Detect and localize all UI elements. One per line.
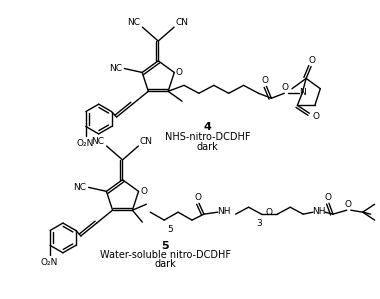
Text: NC: NC xyxy=(127,18,140,27)
Text: NHS-nitro-DCDHF: NHS-nitro-DCDHF xyxy=(165,132,251,142)
Text: O₂N: O₂N xyxy=(40,258,58,267)
Text: 5: 5 xyxy=(162,241,169,251)
Text: O: O xyxy=(140,187,147,196)
Text: O: O xyxy=(262,76,269,85)
Text: dark: dark xyxy=(154,259,176,269)
Text: O: O xyxy=(176,68,183,77)
Text: NC: NC xyxy=(91,137,104,146)
Text: O: O xyxy=(282,83,289,92)
Text: NC: NC xyxy=(73,183,86,192)
Text: O: O xyxy=(313,112,320,121)
Text: CN: CN xyxy=(140,137,153,146)
Text: NH: NH xyxy=(312,207,326,216)
Text: N: N xyxy=(299,88,306,97)
Text: O: O xyxy=(195,193,201,202)
Text: O: O xyxy=(266,208,273,217)
Text: NC: NC xyxy=(109,64,122,73)
Text: O₂N: O₂N xyxy=(76,139,93,148)
Text: O: O xyxy=(309,56,316,65)
Text: O: O xyxy=(344,200,352,209)
Text: CN: CN xyxy=(176,18,188,27)
Text: dark: dark xyxy=(197,142,219,152)
Text: 4: 4 xyxy=(204,122,212,132)
Text: 3: 3 xyxy=(256,219,262,228)
Text: Water-soluble nitro-DCDHF: Water-soluble nitro-DCDHF xyxy=(100,250,231,260)
Text: 5: 5 xyxy=(167,225,173,234)
Text: NH: NH xyxy=(217,207,231,216)
Text: O: O xyxy=(325,193,331,202)
